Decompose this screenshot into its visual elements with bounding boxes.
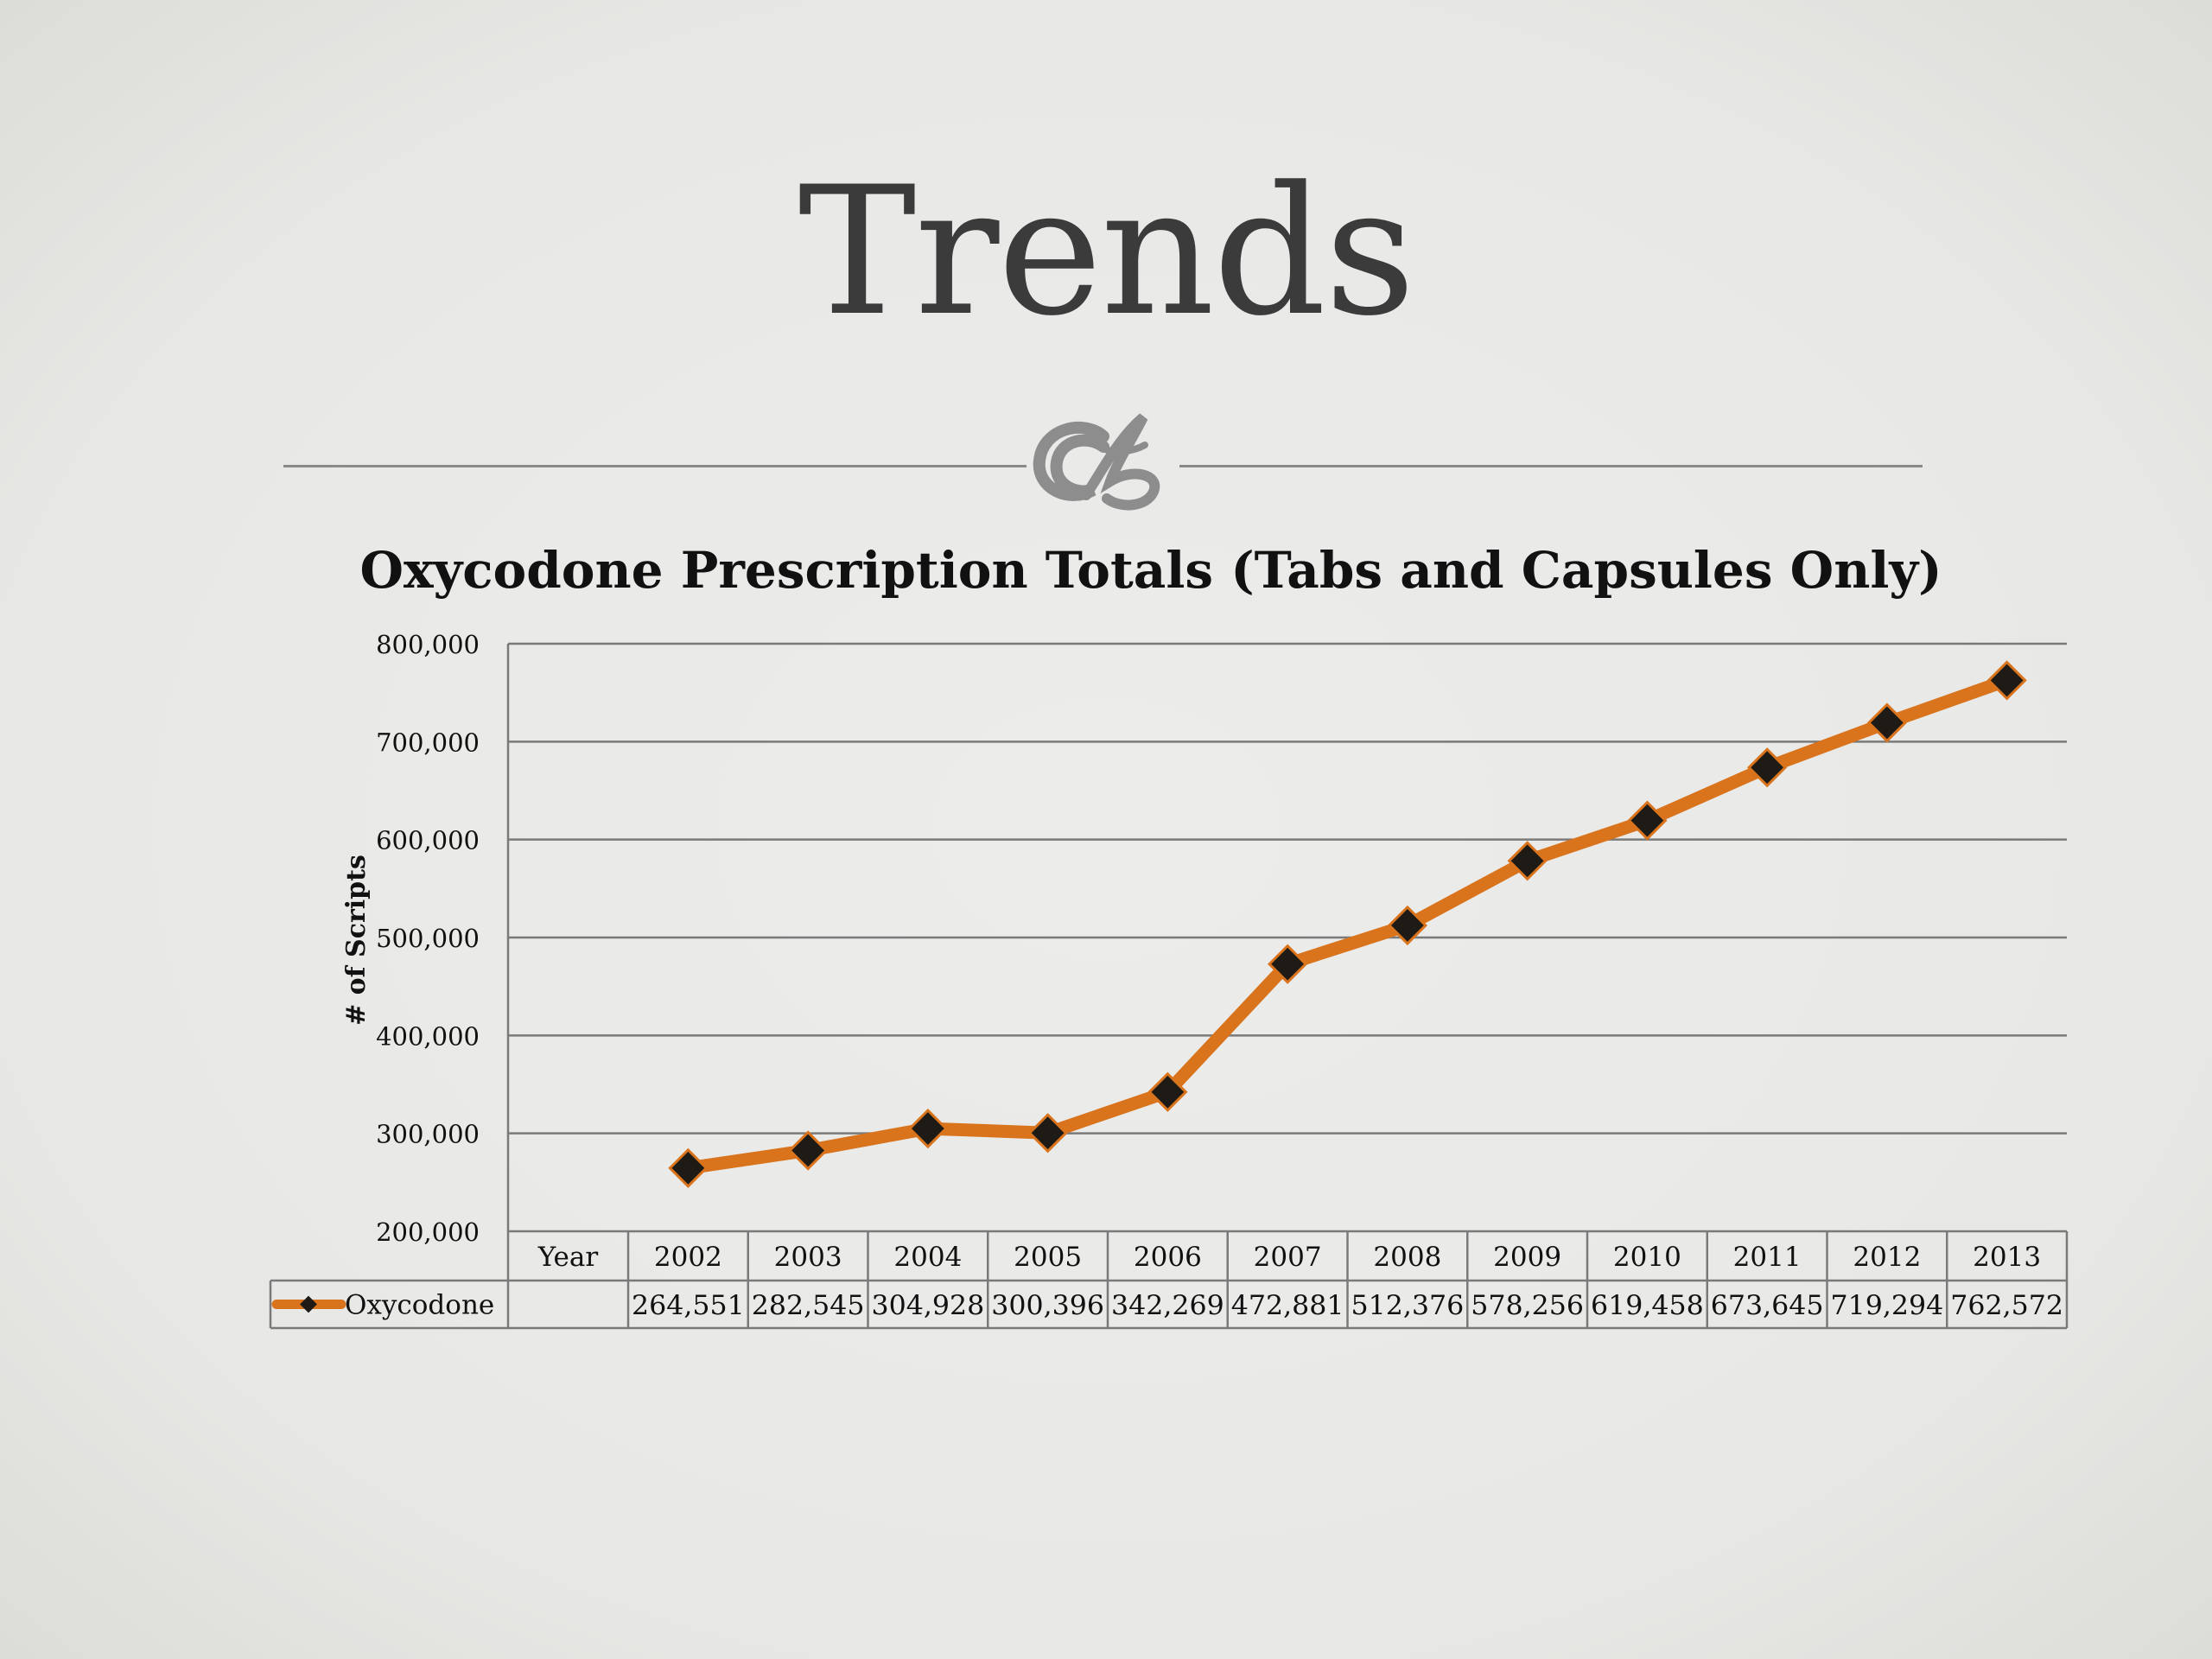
data-point [1747,747,1788,788]
flourish-ornament-icon [1033,413,1160,511]
y-tick-label: 200,000 [376,1217,480,1247]
table-header-label: Year [537,1242,599,1273]
series-line-layer [681,673,2014,1175]
data-point [1866,702,1907,743]
series-marker-layer [668,660,2027,1188]
data-label: 578,256 [1471,1290,1584,1321]
data-point [1507,841,1548,881]
x-tick-label: 2011 [1733,1242,1802,1273]
data-point [1627,800,1668,841]
y-tick-label: 600,000 [376,826,480,855]
gridlines [506,642,2067,1231]
x-tick-label: 2004 [893,1242,962,1273]
data-point [668,1147,709,1188]
data-label: 342,269 [1111,1290,1224,1321]
data-point [1268,944,1308,984]
data-label: 264,551 [632,1290,745,1321]
data-point [788,1130,829,1171]
data-label: 762,572 [1950,1290,2063,1321]
data-label: 472,881 [1231,1290,1344,1321]
data-label: 673,645 [1711,1290,1824,1321]
y-axis-ticks: 200,000 300,000 400,000 500,000 600,000 700,0… [376,630,480,1247]
x-tick-label: 2012 [1853,1242,1921,1273]
data-label: 304,928 [872,1290,985,1321]
x-tick-label: 2008 [1373,1242,1441,1273]
y-axis-label: # of Scripts [341,855,372,1026]
y-tick-label: 800,000 [376,630,480,659]
data-label: 512,376 [1351,1290,1465,1321]
slide-title: Trends [798,149,1416,355]
data-point [1147,1071,1188,1112]
data-point [1387,905,1427,946]
legend-label: Oxycodone [345,1290,494,1321]
data-label: 719,294 [1831,1290,1944,1321]
x-tick-label: 2010 [1613,1242,1681,1273]
x-tick-label: 2005 [1014,1242,1082,1273]
x-tick-label: 2007 [1254,1242,1322,1273]
y-tick-label: 400,000 [376,1021,480,1051]
y-tick-label: 500,000 [376,924,480,953]
y-tick-label: 700,000 [376,728,480,757]
legend-marker-key [300,1295,317,1313]
data-table: Year 2002 264,551 2003 282,545 2004 304,928 200… [269,1230,2069,1330]
data-point [1986,660,2027,701]
data-label: 619,458 [1591,1290,1704,1321]
chart-title: Oxycodone Prescription Totals (Tabs and … [359,541,1942,600]
data-point [1027,1113,1068,1154]
data-point [907,1108,948,1149]
data-label: 300,396 [991,1290,1104,1321]
y-tick-label: 300,000 [376,1120,480,1149]
data-label: 282,545 [752,1290,865,1321]
divider-line-left [283,465,1027,467]
x-tick-label: 2003 [774,1242,842,1273]
x-tick-label: 2006 [1134,1242,1202,1273]
x-tick-label: 2009 [1493,1242,1561,1273]
x-tick-label: 2013 [1973,1242,2041,1273]
x-tick-label: 2002 [654,1242,722,1273]
series-line-oxycodone [681,673,2014,1175]
divider-line-right [1179,465,1923,467]
